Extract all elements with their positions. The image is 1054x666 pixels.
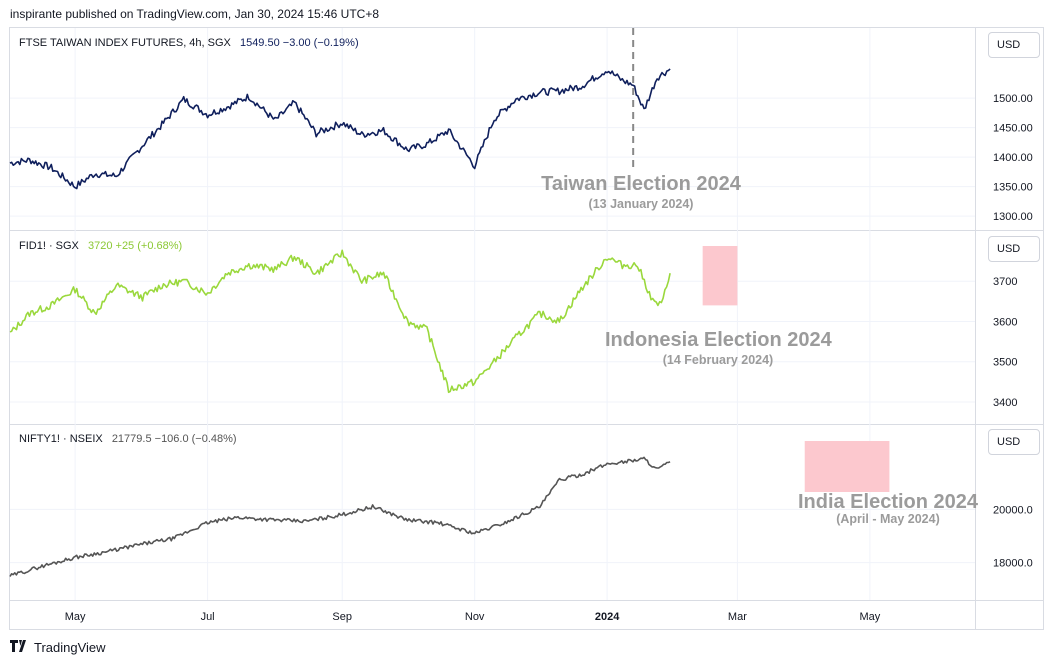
pane-title-taiwan: FTSE TAIWAN INDEX FUTURES, 4h, SGX 1549.… <box>19 37 359 49</box>
pane-title-indonesia: FID1! · SGX 3720 +25 (+0.68%) <box>19 240 182 252</box>
x-tick-label: Sep <box>332 611 352 623</box>
pane-title-india: NIFTY1! · NSEIX 21779.5 −106.0 (−0.48%) <box>19 433 237 445</box>
indonesia-election-highlight <box>702 246 738 306</box>
footer-brand[interactable]: TradingView <box>10 640 106 655</box>
india-title: NIFTY1! · NSEIX <box>19 433 103 445</box>
taiwan-election-annotation: Taiwan Election 2024 (13 January 2024) <box>541 173 741 211</box>
taiwan-currency-button[interactable]: USD <box>988 32 1040 58</box>
y-tick-label: 1350.00 <box>993 182 1033 194</box>
y-tick-label: 18000.0 <box>993 558 1033 570</box>
indonesia-series-line <box>9 249 671 394</box>
taiwan-title: FTSE TAIWAN INDEX FUTURES, 4h, SGX <box>19 37 231 49</box>
taiwan-series-line <box>9 68 671 190</box>
x-tick-label: May <box>859 611 880 623</box>
india-election-highlight <box>804 441 890 492</box>
x-tick-label: Mar <box>728 611 747 623</box>
indonesia-election-title: Indonesia Election 2024 <box>605 329 832 351</box>
y-tick-label: 1450.00 <box>993 123 1033 135</box>
india-change: −106.0 (−0.48%) <box>154 433 237 445</box>
y-tick-label: 1400.00 <box>993 152 1033 164</box>
taiwan-election-title: Taiwan Election 2024 <box>541 173 741 195</box>
y-tick-label: 3700 <box>993 276 1017 288</box>
y-tick-label: 3500 <box>993 357 1017 369</box>
india-election-title: India Election 2024 <box>797 491 979 513</box>
taiwan-last-value: 1549.50 <box>239 37 280 49</box>
y-tick-label: 1300.00 <box>993 211 1033 223</box>
x-tick-label: May <box>65 611 86 623</box>
x-tick-label: Nov <box>465 611 485 623</box>
y-tick-label: 3400 <box>993 397 1017 409</box>
indonesia-change: +25 (+0.68%) <box>115 240 183 252</box>
x-tick-label: 2024 <box>595 611 620 623</box>
tradingview-logo-icon <box>10 640 30 655</box>
tradingview-brand: TradingView <box>34 640 106 655</box>
india-election-date: (April - May 2024) <box>836 512 940 526</box>
india-series-line <box>9 456 671 577</box>
indonesia-currency-button[interactable]: USD <box>988 236 1040 262</box>
indonesia-title: FID1! · SGX <box>19 240 79 252</box>
y-tick-label: 20000.0 <box>993 504 1033 516</box>
indonesia-election-date: (14 February 2024) <box>662 353 774 367</box>
published-by: inspirante published on TradingView.com,… <box>10 7 380 21</box>
india-last-value: 21779.5 <box>111 433 152 445</box>
x-tick-label: Jul <box>201 611 215 623</box>
taiwan-change: −3.00 (−0.19%) <box>282 37 359 49</box>
india-currency-button[interactable]: USD <box>988 429 1040 455</box>
chart-frame[interactable] <box>9 27 1044 630</box>
indonesia-election-annotation: Indonesia Election 2024 (14 February 202… <box>605 329 832 367</box>
indonesia-last-value: 3720 <box>87 240 113 252</box>
y-tick-label: 3600 <box>993 316 1017 328</box>
taiwan-election-date: (13 January 2024) <box>588 197 694 211</box>
india-election-annotation: India Election 2024 (April - May 2024) <box>797 491 979 526</box>
y-tick-label: 1500.00 <box>993 93 1033 105</box>
